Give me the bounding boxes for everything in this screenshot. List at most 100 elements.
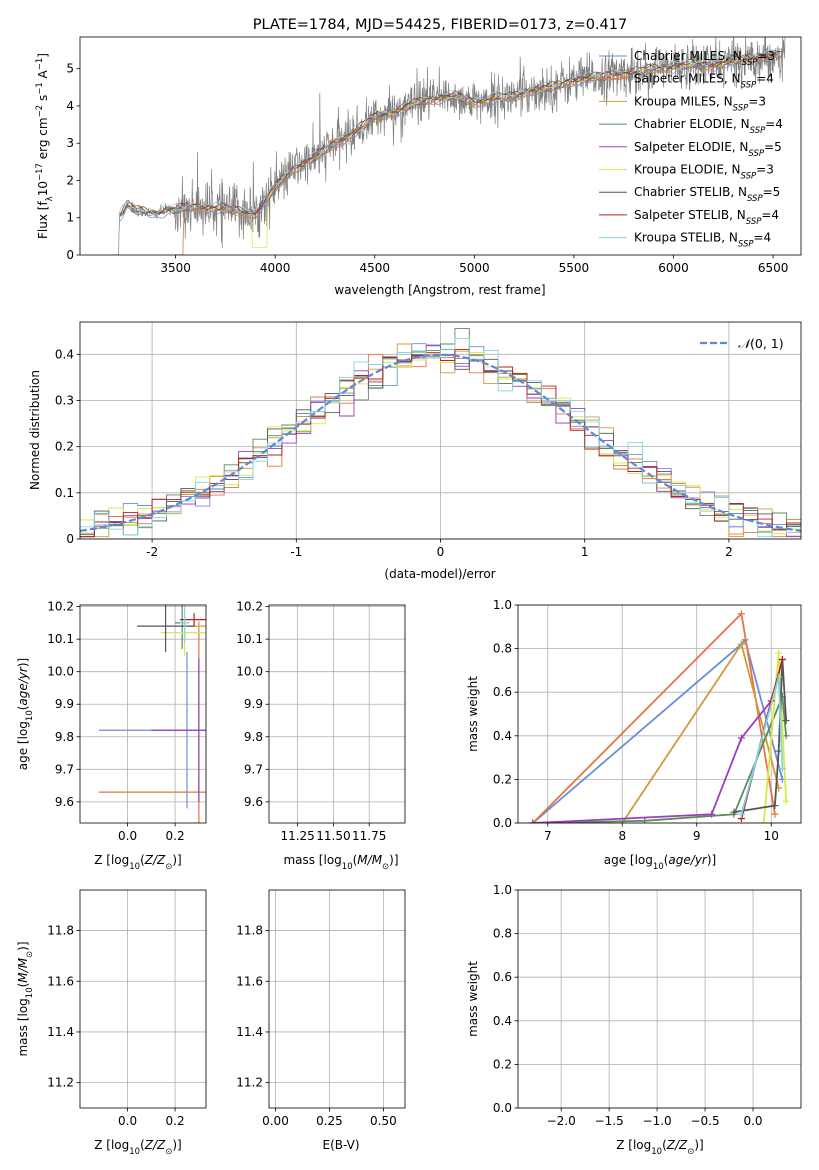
y-tick-label: 9.6 (244, 795, 263, 809)
y-axis-label-part: A (36, 69, 50, 82)
x-axis-label-part: Z/Z (144, 853, 166, 867)
y-tick-label: 9.6 (55, 795, 74, 809)
model-spectrum-line (119, 50, 781, 216)
x-axis-label-part: Z/Z (144, 1138, 166, 1152)
x-axis-label: Z [log10(Z/Z⊙)] (616, 1138, 704, 1157)
legend-label-main: Chabrier MILES, N (634, 49, 742, 63)
legend-label: Kroupa ELODIE, NSSP=3 (634, 163, 774, 182)
data-point (198, 729, 200, 732)
x-tick-label: 0.2 (166, 1114, 185, 1128)
y-tick-label: 10.0 (47, 665, 74, 679)
x-axis-label: Z [log10(Z/Z⊙)] (94, 853, 182, 872)
x-tick-label: -2 (146, 545, 158, 559)
x-tick-label: 0.25 (316, 1114, 343, 1128)
legend-label-tail: =4 (756, 72, 774, 86)
x-tick-label: 5500 (559, 261, 590, 275)
data-point (164, 625, 167, 627)
mass-weight-line (532, 700, 772, 823)
legend-label-tail: =3 (748, 94, 766, 108)
y-tick-label: 11.6 (47, 974, 74, 988)
x-tick-label: 10 (764, 829, 779, 843)
y-axis-label-part: −17 (35, 163, 45, 181)
legend-label-main: Chabrier STELIB, N (634, 185, 747, 199)
x-tick-label: 9 (693, 829, 701, 843)
x-tick-label: -1 (290, 545, 302, 559)
legend-label: Kroupa MILES, NSSP=3 (634, 94, 766, 113)
data-point (198, 625, 200, 627)
legend-label: Kroupa STELIB, NSSP=4 (634, 231, 771, 250)
x-axis-label: (data-model)/error (384, 567, 495, 581)
chart-title: PLATE=1784, MJD=54425, FIBERID=0173, z=0… (253, 17, 627, 33)
y-axis-label: Normed distribution (28, 370, 42, 490)
legend-label-sub: SSP (742, 58, 758, 68)
legend-label: Salpeter STELIB, NSSP=4 (634, 208, 779, 227)
y-tick-label: 3 (66, 136, 74, 150)
x-axis-label-part: 10 (653, 862, 664, 872)
y-tick-label: 0 (66, 248, 74, 262)
data-marker (730, 808, 738, 816)
y-tick-label: 10.0 (236, 665, 263, 679)
legend-label: 𝒩(0, 1) (738, 336, 784, 351)
data-marker (775, 673, 783, 681)
y-axis-label: Flux [fλ10−17 erg cm−2 s−1 A−1] (35, 53, 55, 239)
legend-label-main: Salpeter ELODIE, N (634, 140, 748, 154)
axes-frame (79, 604, 207, 824)
legend-label: Chabrier ELODIE, NSSP=4 (634, 117, 783, 136)
x-axis-label-part: ( (140, 853, 145, 867)
x-tick-label: 4500 (360, 261, 391, 275)
axes-frame (79, 36, 802, 256)
y-axis-label-part: erg cm (36, 117, 50, 163)
legend-label-sub: SSP (746, 217, 762, 227)
data-marker (641, 817, 649, 823)
y-tick-label: 9.7 (244, 762, 263, 776)
data-marker (782, 797, 790, 805)
y-tick-label: 1 (66, 211, 74, 225)
y-tick-label: 11.2 (236, 1076, 263, 1090)
y-axis-label-part: age/yr (16, 666, 30, 705)
y-axis-label-part: −1 (35, 58, 45, 71)
x-axis-label-part: M/M (357, 853, 382, 867)
plot-area (115, 37, 786, 255)
y-axis-label-part: age [log (16, 721, 30, 770)
x-tick-label: 7 (544, 829, 552, 843)
histogram-step (80, 343, 801, 538)
x-tick-label: 8 (618, 829, 626, 843)
legend-label-main: Kroupa MILES, N (634, 94, 733, 108)
x-axis-label-part: mass [log (283, 853, 341, 867)
y-tick-label: 10.2 (236, 600, 263, 614)
y-tick-label: 0.8 (493, 642, 512, 656)
y-tick-label: 4 (66, 99, 74, 113)
axes-frame (517, 889, 802, 1109)
x-axis-label-part: )] (172, 853, 181, 867)
x-axis-label-part: 10 (129, 1147, 140, 1157)
x-tick-label: 2 (725, 545, 733, 559)
y-tick-label: 1.0 (493, 598, 512, 612)
y-tick-label: 11.4 (236, 1025, 263, 1039)
y-tick-label: 0.0 (493, 1101, 512, 1115)
y-tick-label: 1.0 (493, 883, 512, 897)
plot-area (99, 605, 206, 823)
data-marker (737, 734, 745, 742)
data-marker (771, 802, 779, 810)
x-axis-label-part: age [log (604, 853, 653, 867)
data-marker (737, 610, 745, 618)
y-tick-label: 0.0 (493, 816, 512, 830)
y-axis-label-part: λ (45, 196, 55, 201)
x-axis-label: mass [log10(M/M⊙)] (283, 853, 398, 872)
plot-area (529, 610, 790, 823)
y-axis-label-part: ( (16, 706, 30, 711)
mass-weight-axes: −2.0 −1.5 −1.0 −0.5 0.0 0.0 0.2 0.4 0.6 0.8 1.0 (493, 883, 802, 1128)
y-axis-label-part: ⊙ (25, 951, 35, 958)
y-tick-label: 9.9 (55, 697, 74, 711)
x-tick-label: −1.5 (595, 1114, 624, 1128)
x-tick-label: 4000 (260, 261, 291, 275)
data-marker (782, 717, 790, 725)
legend-label-sub: SSP (750, 126, 766, 136)
errorbar-axes: 0.00 0.25 0.50 11.2 11.4 11.6 11.8 (236, 889, 406, 1128)
y-tick-label: 0.4 (493, 1014, 512, 1028)
x-tick-label: 5000 (459, 261, 490, 275)
y-tick-label: 10.2 (47, 600, 74, 614)
legend-label-sub: SSP (741, 81, 757, 91)
model-spectrum-line (119, 53, 781, 218)
y-tick-label: 11.4 (47, 1025, 74, 1039)
